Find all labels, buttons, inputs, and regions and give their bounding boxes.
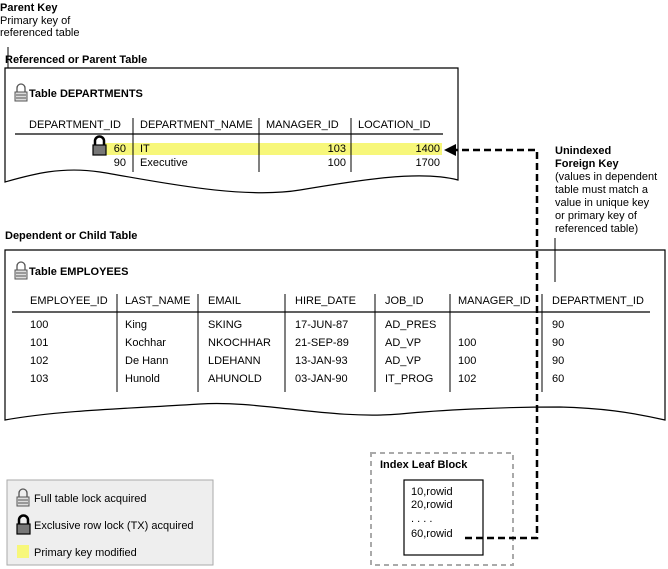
foreign-key-link xyxy=(455,148,539,540)
cell: Hunold xyxy=(125,373,160,385)
cell: Kochhar xyxy=(125,337,166,349)
legend-label: Primary key modified xyxy=(34,547,137,559)
col-header: DEPARTMENT_ID xyxy=(29,119,121,131)
child-table-label: Dependent or Child Table xyxy=(5,230,138,242)
cell: 102 xyxy=(458,373,477,385)
cell: 102 xyxy=(30,355,49,367)
col-header: HIRE_DATE xyxy=(295,295,356,307)
full-table-lock-icon xyxy=(14,261,28,280)
cell: King xyxy=(125,319,148,331)
departments-title: Table DEPARTMENTS xyxy=(29,88,143,100)
parent-table-label: Referenced or Parent Table xyxy=(5,54,148,66)
cell: AD_VP xyxy=(385,355,422,367)
cell: 60 xyxy=(552,373,565,385)
exclusive-row-lock-icon xyxy=(16,514,31,535)
cell: 13-JAN-93 xyxy=(295,355,348,367)
fk-desc: referenced table) xyxy=(555,223,639,235)
full-table-lock-icon xyxy=(14,83,28,102)
col-header: EMPLOYEE_ID xyxy=(30,295,108,307)
col-header: DEPARTMENT_ID xyxy=(552,295,644,307)
full-table-lock-icon xyxy=(16,488,30,507)
cell: 03-JAN-90 xyxy=(295,373,348,385)
parent-key-desc: Primary key of xyxy=(0,15,71,27)
employees-title: Table EMPLOYEES xyxy=(29,266,129,278)
col-header: LOCATION_ID xyxy=(358,119,431,131)
cell: De Hann xyxy=(125,355,169,367)
cell: 100 xyxy=(327,157,346,169)
cell: IT_PROG xyxy=(385,373,434,385)
col-header: MANAGER_ID xyxy=(266,119,339,131)
legend-box xyxy=(6,479,214,566)
cell: 90 xyxy=(552,337,565,349)
index-entry: 60,rowid xyxy=(411,528,453,540)
cell: 1400 xyxy=(415,143,440,155)
cell: 17-JUN-87 xyxy=(295,319,349,331)
cell: 103 xyxy=(30,373,49,385)
parent-key-title: Parent Key xyxy=(0,2,58,14)
cell: 90 xyxy=(113,157,126,169)
cell: IT xyxy=(140,143,150,155)
cell: SKING xyxy=(208,319,243,331)
highlight-swatch xyxy=(17,545,29,558)
index-title: Index Leaf Block xyxy=(380,459,468,471)
cell: 1700 xyxy=(415,157,440,169)
col-header: JOB_ID xyxy=(385,295,424,307)
index-entry: 20,rowid xyxy=(411,499,453,511)
cell: 100 xyxy=(458,355,477,367)
cell: 100 xyxy=(30,319,49,331)
departments-box xyxy=(4,67,459,194)
arrowhead-icon xyxy=(444,144,456,156)
cell: 101 xyxy=(30,337,49,349)
cell: 21-SEP-89 xyxy=(295,337,349,349)
cell: LDEHANN xyxy=(208,355,261,367)
col-header: LAST_NAME xyxy=(125,295,191,307)
cell: AD_VP xyxy=(385,337,422,349)
fk-title: Foreign Key xyxy=(555,158,619,170)
cell: 90 xyxy=(552,355,565,367)
cell: 103 xyxy=(327,143,346,155)
fk-desc: (values in dependent xyxy=(555,171,658,183)
col-header: MANAGER_ID xyxy=(458,295,531,307)
col-header: EMAIL xyxy=(208,295,242,307)
col-header: DEPARTMENT_NAME xyxy=(140,119,253,131)
cell: 90 xyxy=(552,319,565,331)
cell: 60 xyxy=(113,143,126,155)
exclusive-row-lock-icon xyxy=(92,135,107,156)
cell: 100 xyxy=(458,337,477,349)
index-entry: 10,rowid xyxy=(411,486,453,498)
cell: AD_PRES xyxy=(385,319,437,331)
parent-key-desc: referenced table xyxy=(0,27,80,39)
fk-desc: or primary key of xyxy=(555,210,637,222)
fk-title: Unindexed xyxy=(555,145,612,157)
cell: Executive xyxy=(140,157,188,169)
cell: NKOCHHAR xyxy=(208,337,271,349)
highlight-row xyxy=(105,143,442,155)
legend-label: Exclusive row lock (TX) acquired xyxy=(34,520,194,532)
legend-label: Full table lock acquired xyxy=(34,493,147,505)
index-leaf-block-border xyxy=(370,452,514,566)
fk-desc: table must match a xyxy=(555,184,648,196)
fk-desc: value in unique key xyxy=(555,197,650,209)
employees-box xyxy=(4,249,666,421)
index-entry: . . . . xyxy=(411,513,433,525)
cell: AHUNOLD xyxy=(208,373,262,385)
